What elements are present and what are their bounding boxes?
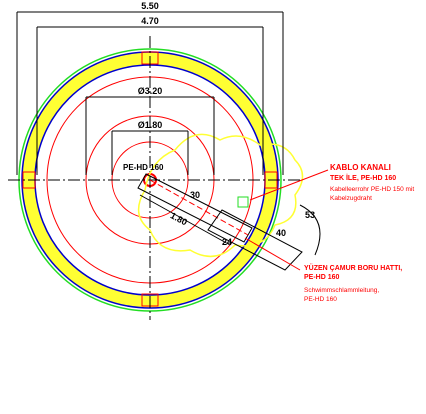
drawing: 5.50 4.70 Ø3.20 Ø1.80 1.80 30 24 40 53 P… <box>0 0 426 414</box>
sludge-title: YÜZEN ÇAMUR BORU HATTI, <box>304 263 402 272</box>
sludge-sub: PE-HD 160 <box>304 274 340 281</box>
dim-label: 30 <box>190 190 200 200</box>
dim-label: 5.50 <box>141 1 159 11</box>
dim-label: 40 <box>276 228 286 238</box>
cable-note: Kabelleerrohr PE-HD 150 mit <box>330 186 414 193</box>
background <box>0 0 426 414</box>
cable-title: KABLO KANALI <box>330 163 391 172</box>
dim-label: 4.70 <box>141 16 159 26</box>
sludge-note: Schwimmschlammleitung, <box>304 287 379 294</box>
cable-sub: TEK İLE, PE-HD 160 <box>330 174 396 182</box>
cable-note: Kabelzugdraht <box>330 195 372 202</box>
dim-label: Ø1.80 <box>138 120 163 130</box>
sludge-note: PE-HD 160 <box>304 296 337 303</box>
dim-label: 24 <box>222 237 232 247</box>
dim-label: Ø3.20 <box>138 86 163 96</box>
pipe-label: PE-HD 160 <box>123 163 164 172</box>
dim-label: 53 <box>305 210 315 220</box>
